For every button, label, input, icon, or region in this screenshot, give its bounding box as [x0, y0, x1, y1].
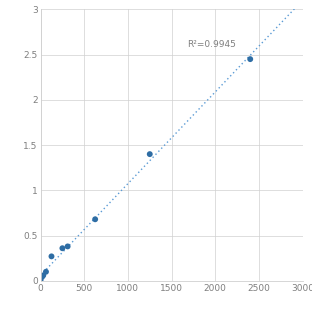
- Point: [65, 244, 70, 249]
- Point: [38, 278, 43, 283]
- Point: [49, 254, 54, 259]
- Point: [147, 152, 152, 157]
- Point: [41, 273, 46, 278]
- Point: [43, 269, 48, 274]
- Point: [60, 246, 65, 251]
- Point: [248, 57, 253, 62]
- Point: [93, 217, 98, 222]
- Point: [39, 275, 44, 280]
- Text: R²=0.9945: R²=0.9945: [187, 40, 236, 49]
